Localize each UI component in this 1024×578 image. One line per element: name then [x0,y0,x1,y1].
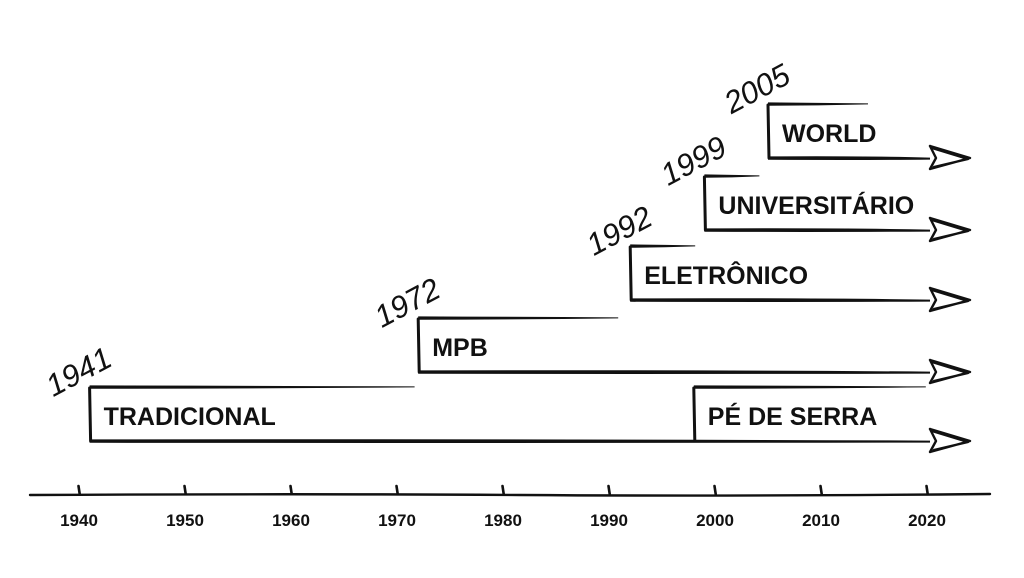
genre-bracket-top [768,102,868,106]
axis-tick-mark [289,484,293,496]
genre-bracket-left [88,386,93,443]
time-axis: 1940 1950 1960 1970 1980 1990 2000 2010 2020 [28,484,992,530]
axis-line [28,492,992,497]
axis-tick-label: 2010 [802,511,840,530]
genre-label: UNIVERSITÁRIO [718,191,914,220]
genre-arrow-shaft [768,156,930,160]
genre-arrowhead [928,286,972,313]
genre-start-year: 1972 [369,271,446,334]
genre-bracket-top [630,244,696,248]
genre-start-year: 1941 [40,340,117,403]
axis-tick-mark [183,484,187,496]
axis-tick-label: 1960 [272,511,310,530]
axis-tick-label: 1950 [166,511,204,530]
genre-arrowhead [928,358,972,385]
axis-tick-label: 1990 [590,511,628,530]
axis-tick-mark [77,484,81,496]
genre-arrowhead [928,216,972,243]
genre-arrow-shaft [418,370,930,374]
genre-label: PÉ DE SERRA [708,402,877,431]
axis-tick-label: 2020 [908,511,946,530]
axis-tick-label: 1940 [60,511,98,530]
genre-arrow-shaft [704,228,930,232]
genre-arrow-p-de-serra: PÉ DE SERRA [692,385,926,443]
genre-bracket-top [693,385,926,389]
axis-tick-mark [925,484,929,496]
axis-tick-mark [395,484,399,496]
genre-bracket-left [702,175,707,232]
axis-tick-mark [607,484,611,496]
genre-bracket-top [418,316,619,320]
axis-tick-label: 1970 [378,511,416,530]
genre-bracket-top [89,385,415,389]
genre-label: ELETRÔNICO [644,260,808,290]
axis-tick-mark [819,484,823,496]
axis-tick-label: 1980 [484,511,522,530]
genre-start-year: 1999 [655,129,732,192]
axis-tick-mark [713,484,717,496]
genre-arrow-shaft [630,298,930,302]
genre-label: TRADICIONAL [104,403,276,431]
genre-arrowhead [928,427,972,454]
genre-start-year: 1992 [581,199,658,262]
genre-bracket-left [628,245,633,302]
axis-tick-label: 2000 [696,511,734,530]
genre-bracket-left [692,386,697,443]
axis-tick-mark [501,484,505,496]
genre-bracket-left [416,317,421,374]
genre-bracket-left [766,103,771,160]
genre-arrow-shaft [89,439,931,443]
genre-arrowhead [928,144,972,171]
genre-start-year: 2005 [718,57,797,121]
genre-bracket-top [704,174,760,178]
genre-label: WORLD [782,120,876,148]
genre-label: MPB [432,334,488,362]
